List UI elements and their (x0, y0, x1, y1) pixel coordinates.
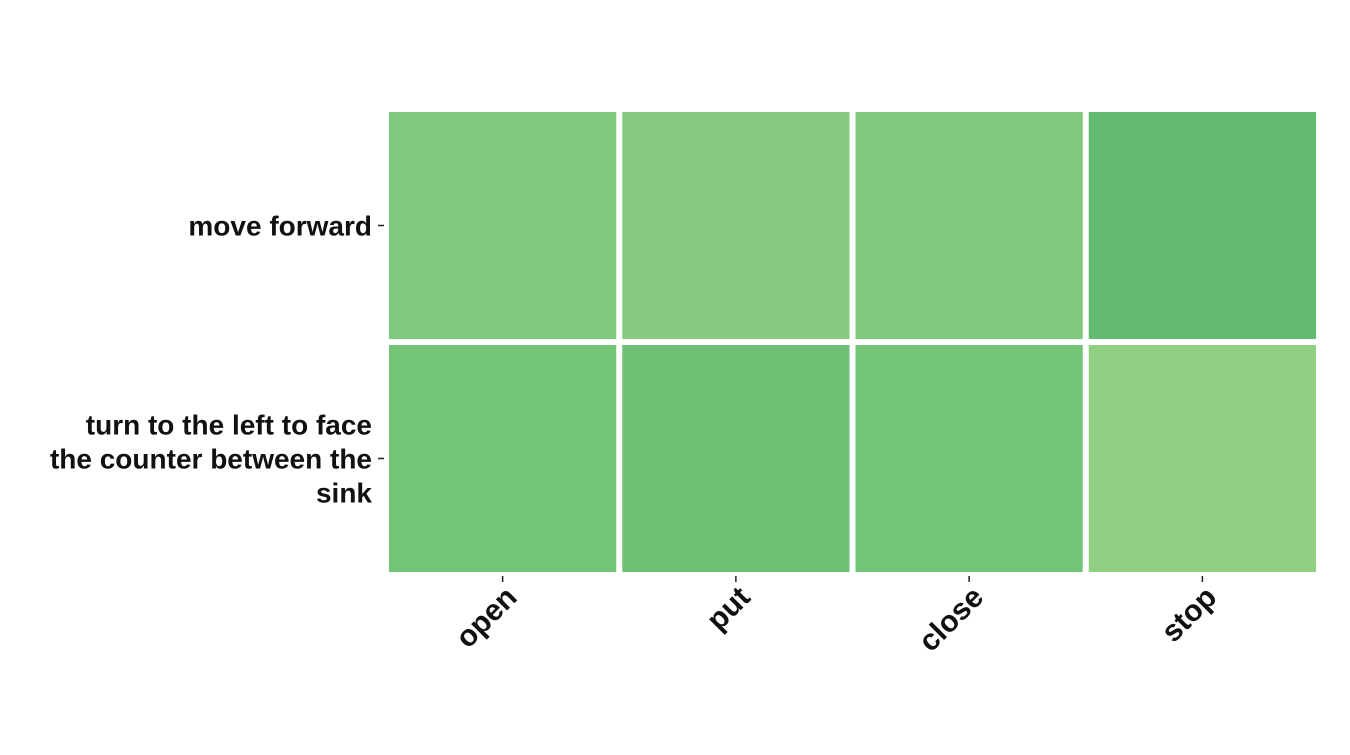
y-tick-label-move-forward: move forward (188, 211, 372, 242)
x-tick-label-close: close (912, 581, 990, 659)
y-tick-label-turn-to-the-left-to-face: turn to the left to face the counter betw… (50, 410, 372, 509)
heatmap-cell-turn-to-the-left-to-face-open (389, 345, 617, 572)
heatmap-cell-turn-to-the-left-to-face-put (622, 345, 850, 572)
x-tick-label-put: put (701, 581, 757, 637)
heatmap-cell-move-forward-stop (1088, 112, 1316, 339)
heatmap-cell-move-forward-put (622, 112, 850, 339)
heatmap-cell-move-forward-close (855, 112, 1083, 339)
x-tick-label-open: open (450, 581, 524, 655)
heatmap-cell-move-forward-open (389, 112, 617, 339)
x-axis: open put close stop (450, 576, 1223, 659)
heatmap-cell-turn-to-the-left-to-face-stop (1088, 345, 1316, 572)
y-axis: move forward turn to the left to face the … (50, 211, 384, 509)
heatmap-cell-turn-to-the-left-to-face-close (855, 345, 1083, 572)
heatmap-cells (389, 112, 1316, 572)
x-tick-label-stop: stop (1155, 581, 1223, 649)
